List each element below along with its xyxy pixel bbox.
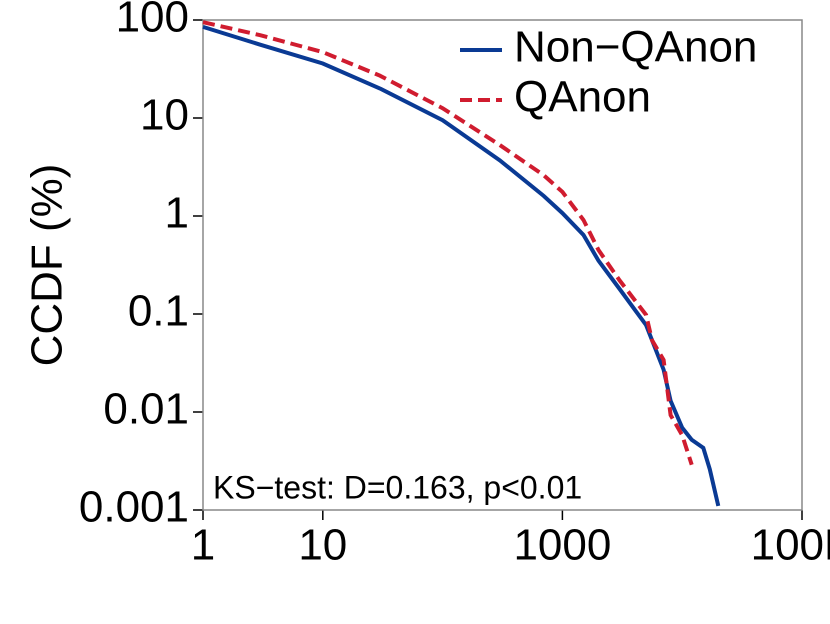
y-tick-label: 100 — [116, 0, 189, 42]
y-axis-label: CCDF (%) — [23, 164, 72, 367]
legend-label: Non−QAnon — [514, 23, 757, 72]
plot-frame — [202, 19, 803, 511]
x-tick-label: 1000 — [513, 521, 611, 570]
annotation: KS−test: D=0.163, p<0.01 — [213, 469, 582, 505]
y-tick-label: 1 — [165, 189, 189, 238]
x-tick-label: 1 — [191, 521, 215, 570]
legend-label: QAnon — [514, 73, 651, 122]
y-tick-label: 10 — [140, 91, 189, 140]
x-tick-label: 10 — [298, 521, 347, 570]
x-tick-label: 100K — [751, 521, 830, 570]
y-tick-label: 0.1 — [128, 287, 189, 336]
y-tick-label: 0.001 — [79, 483, 189, 532]
series-line — [202, 20, 694, 466]
y-tick-label: 0.01 — [103, 385, 189, 434]
series-line — [202, 24, 721, 507]
